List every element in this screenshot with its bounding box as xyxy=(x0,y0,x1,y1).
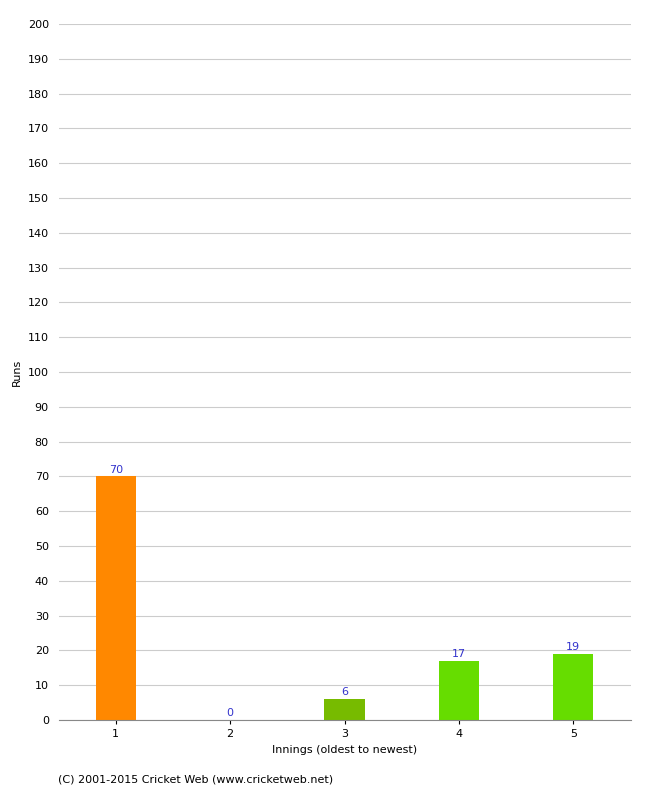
Bar xyxy=(96,477,136,720)
Y-axis label: Runs: Runs xyxy=(12,358,22,386)
X-axis label: Innings (oldest to newest): Innings (oldest to newest) xyxy=(272,745,417,754)
Text: 6: 6 xyxy=(341,687,348,698)
Bar xyxy=(324,699,365,720)
Text: 17: 17 xyxy=(452,649,466,659)
Bar xyxy=(439,661,479,720)
Text: (C) 2001-2015 Cricket Web (www.cricketweb.net): (C) 2001-2015 Cricket Web (www.cricketwe… xyxy=(58,774,333,784)
Text: 19: 19 xyxy=(566,642,580,652)
Bar xyxy=(553,654,593,720)
Text: 0: 0 xyxy=(227,708,233,718)
Text: 70: 70 xyxy=(109,465,123,474)
